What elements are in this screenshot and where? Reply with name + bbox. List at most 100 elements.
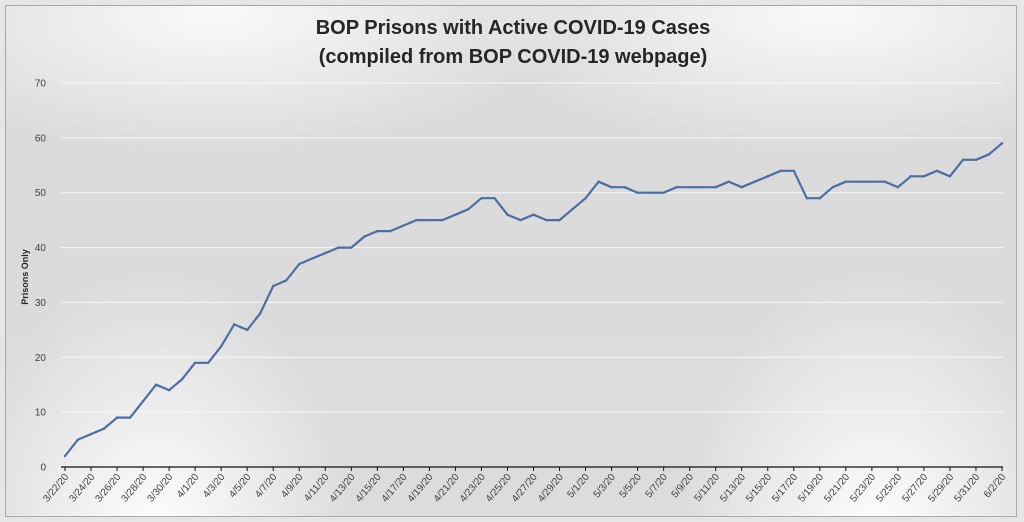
x-tick-label: 5/1/20 [566, 472, 593, 501]
x-tick-label: 4/5/20 [227, 472, 254, 501]
data-point [610, 186, 613, 189]
data-point [714, 186, 717, 189]
data-point [193, 361, 197, 364]
data-point [480, 197, 483, 200]
x-tick-label: 5/23/20 [848, 472, 878, 505]
x-axis-ticks: 3/22/203/24/203/26/203/28/203/30/20 4/1/2… [41, 467, 1009, 505]
data-point [506, 213, 509, 216]
data-point [844, 180, 848, 183]
data-point [857, 180, 861, 183]
x-tick-label: 6/2/20 [982, 472, 1009, 501]
data-point [311, 257, 314, 260]
data-point [792, 169, 795, 172]
x-tick-label: 5/29/20 [926, 472, 956, 505]
data-point [597, 180, 600, 183]
data-point [454, 213, 457, 216]
gridlines [61, 82, 1003, 468]
data-point [167, 389, 171, 392]
y-tick-label: 20 [35, 353, 47, 364]
x-tick-label: 3/24/20 [67, 472, 97, 505]
x-tick-label: 5/3/20 [592, 472, 619, 501]
data-point [662, 191, 665, 194]
data-point [219, 345, 223, 348]
data-point [141, 399, 145, 403]
data-point [259, 312, 262, 315]
data-point [740, 186, 743, 189]
data-point [428, 218, 431, 222]
data-point [441, 218, 444, 222]
x-tick-label: 4/29/20 [536, 472, 566, 505]
x-tick-label: 3/26/20 [93, 472, 123, 505]
y-tick-label: 50 [35, 188, 47, 199]
data-point [467, 207, 470, 211]
x-tick-label: 5/7/20 [644, 472, 671, 501]
chart-title: BOP Prisons with Active COVID-19 Cases [316, 17, 711, 39]
y-axis-ticks: 0 10 20 30 40 50 60 70 [35, 79, 47, 474]
data-point [649, 191, 652, 194]
data-point [272, 284, 275, 288]
data-point [623, 186, 626, 189]
data-point [883, 180, 887, 183]
data-point [701, 186, 704, 189]
data-point [584, 197, 587, 200]
data-point [909, 175, 913, 178]
y-tick-label: 30 [35, 298, 47, 309]
data-point [1000, 142, 1004, 145]
data-point [688, 186, 691, 189]
data-point [727, 180, 730, 183]
x-tick-label: 4/7/20 [253, 472, 280, 501]
data-point [558, 218, 561, 222]
x-tick-label: 4/1/20 [175, 472, 202, 501]
data-point [363, 235, 366, 238]
data-point [987, 153, 991, 156]
y-tick-label: 60 [35, 133, 47, 144]
x-tick-label: 4/3/20 [201, 472, 228, 501]
data-point [675, 186, 678, 189]
x-tick-label: 3/30/20 [146, 472, 176, 505]
data-point [102, 427, 106, 430]
x-tick-label: 4/13/20 [328, 472, 358, 505]
data-point [376, 229, 379, 233]
y-tick-label: 10 [35, 408, 47, 419]
x-tick-label: 5/15/20 [744, 472, 774, 505]
data-point [232, 323, 236, 326]
x-tick-label: 5/17/20 [770, 472, 800, 505]
x-tick-label: 4/27/20 [510, 472, 540, 505]
data-point [896, 186, 900, 189]
data-point [115, 416, 119, 419]
x-tick-label: 4/23/20 [458, 472, 488, 505]
data-point [935, 169, 939, 172]
data-point [779, 169, 782, 172]
data-point [89, 432, 93, 436]
data-point [63, 454, 67, 458]
x-tick-label: 3/28/20 [120, 472, 150, 505]
data-point [519, 218, 522, 222]
x-tick-label: 5/19/20 [796, 472, 826, 505]
data-point [180, 378, 184, 381]
x-tick-label: 4/15/20 [354, 472, 384, 505]
data-point [831, 186, 835, 189]
data-point [545, 218, 548, 222]
data-point [961, 158, 965, 161]
chart-subtitle: (compiled from BOP COVID-19 webpage) [319, 46, 708, 68]
data-point [415, 218, 418, 222]
x-tick-label: 5/21/20 [822, 472, 852, 505]
chart-frame: BOP Prisons with Active COVID-19 Cases (… [5, 5, 1017, 517]
x-tick-label: 5/31/20 [952, 472, 982, 505]
x-tick-label: 5/13/20 [718, 472, 748, 505]
data-point [245, 328, 249, 332]
data-point [493, 197, 496, 200]
x-tick-label: 5/25/20 [874, 472, 904, 505]
y-axis-title: Prisons Only [20, 249, 30, 305]
x-tick-label: 5/11/20 [693, 472, 723, 504]
data-point [974, 158, 978, 161]
data-point [128, 416, 132, 419]
series-layer [63, 142, 1004, 458]
data-point [818, 197, 822, 200]
x-tick-label: 4/25/20 [484, 472, 514, 505]
data-point [389, 229, 392, 233]
data-point [350, 246, 353, 249]
x-tick-label: 4/17/20 [380, 472, 410, 505]
data-point [636, 191, 639, 194]
y-tick-label: 70 [35, 79, 47, 90]
